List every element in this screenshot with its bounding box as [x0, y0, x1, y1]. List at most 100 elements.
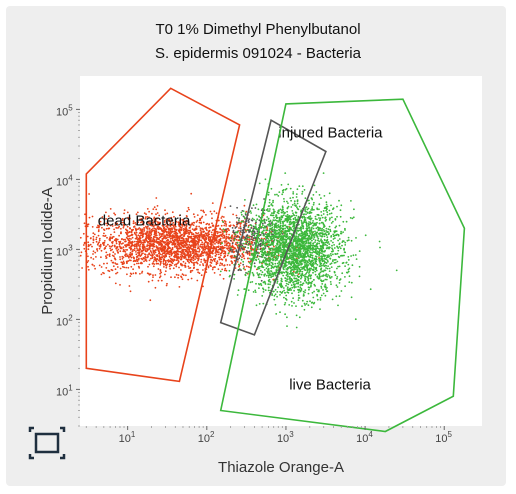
data-point [249, 243, 252, 246]
data-point [146, 226, 149, 228]
data-point [171, 236, 174, 239]
data-point [236, 241, 239, 244]
data-point [181, 251, 183, 254]
data-point [199, 229, 202, 232]
data-point [328, 243, 331, 246]
data-point [314, 273, 317, 276]
data-point [344, 227, 346, 230]
data-point [192, 245, 195, 248]
data-point [312, 238, 315, 241]
data-point [155, 213, 157, 216]
data-point [147, 280, 150, 283]
data-point [152, 274, 154, 277]
data-point [330, 250, 333, 253]
data-point [228, 269, 231, 272]
data-point [285, 240, 288, 243]
data-point [395, 269, 398, 272]
data-point [265, 239, 267, 241]
data-point [262, 238, 264, 241]
data-point [125, 249, 127, 251]
data-point [107, 243, 109, 246]
data-point [307, 254, 309, 257]
data-point [290, 244, 292, 247]
data-point [324, 283, 327, 286]
data-point [316, 250, 318, 253]
data-point [181, 254, 184, 257]
data-point [144, 217, 147, 220]
data-point [295, 253, 298, 256]
data-point [192, 255, 195, 258]
data-point [303, 213, 305, 216]
data-point [255, 256, 258, 259]
data-point [266, 229, 269, 232]
data-point [308, 235, 311, 238]
data-point [195, 261, 198, 264]
data-point [202, 221, 205, 224]
data-point [116, 222, 119, 225]
data-point [221, 245, 224, 248]
data-point [304, 221, 306, 224]
data-point [86, 225, 89, 228]
data-point [144, 241, 146, 244]
data-point [156, 241, 158, 243]
data-point [315, 233, 318, 235]
data-point [262, 224, 264, 227]
data-point [284, 243, 286, 245]
data-point [295, 326, 298, 329]
data-point [153, 227, 156, 230]
data-point [249, 281, 252, 284]
data-point [171, 248, 173, 251]
data-point [274, 271, 277, 274]
data-point [110, 245, 113, 248]
data-point [346, 239, 349, 242]
data-point [188, 208, 190, 211]
data-point [147, 255, 149, 258]
data-point [224, 222, 226, 225]
data-point [153, 256, 156, 259]
data-point [300, 221, 303, 224]
data-point [190, 245, 193, 247]
data-point [190, 223, 193, 226]
data-point [312, 194, 315, 196]
data-point [140, 232, 143, 234]
data-point [173, 255, 176, 257]
data-point [173, 236, 176, 239]
data-point [99, 246, 102, 248]
data-point [282, 287, 285, 289]
data-point [165, 218, 168, 221]
data-point [139, 243, 142, 246]
data-point [114, 258, 117, 261]
data-point [175, 259, 178, 262]
data-point [322, 172, 325, 175]
data-point [221, 229, 223, 231]
data-point [185, 274, 187, 277]
data-point [283, 265, 286, 268]
data-point [284, 277, 286, 279]
data-point [169, 235, 172, 238]
data-point [327, 228, 330, 231]
data-point [213, 210, 216, 213]
data-point [277, 286, 279, 289]
data-point [318, 255, 320, 257]
data-point [285, 294, 288, 297]
data-point [250, 249, 253, 252]
data-point [165, 250, 168, 253]
data-point [291, 271, 294, 274]
data-point [164, 261, 167, 264]
data-point [226, 264, 229, 266]
data-point [187, 278, 190, 281]
data-point [117, 248, 120, 251]
data-point [272, 275, 275, 277]
data-point [338, 246, 341, 248]
data-point [286, 200, 288, 203]
data-point [205, 228, 208, 231]
data-point [106, 236, 108, 239]
data-point [340, 230, 342, 233]
data-point [318, 265, 321, 268]
data-point [264, 258, 267, 261]
data-point [324, 269, 327, 272]
data-point [260, 279, 263, 282]
data-point [174, 251, 177, 253]
data-point [276, 265, 279, 268]
data-point [193, 266, 196, 269]
